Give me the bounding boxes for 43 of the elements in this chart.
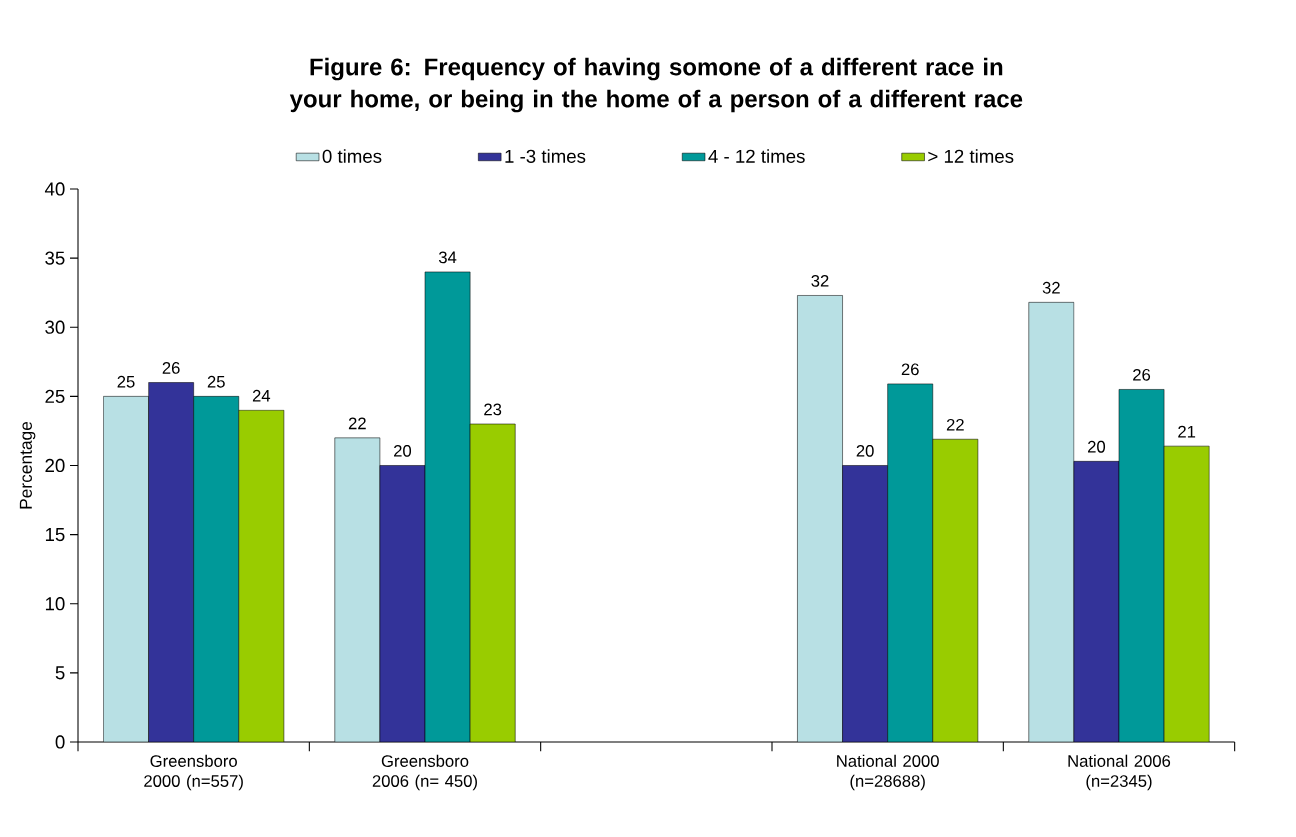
data-label: 22 bbox=[946, 418, 964, 431]
data-label: 20 bbox=[394, 444, 412, 457]
bar bbox=[148, 382, 194, 742]
x-tick-label: Greensboro 2006 (n= 450) bbox=[372, 754, 477, 791]
bar bbox=[887, 383, 934, 742]
data-label: 20 bbox=[856, 444, 874, 457]
chart-title: Figure 6: Frequency of having somone of a different race in your home, or being in the home of a person of a different race bbox=[289, 57, 1023, 113]
data-label: 25 bbox=[207, 375, 225, 388]
data-label: 26 bbox=[162, 362, 180, 374]
y-tick-label: 0 bbox=[55, 735, 65, 749]
y-axis-title: Percentage bbox=[19, 421, 36, 509]
y-tick-label: 35 bbox=[45, 251, 65, 265]
data-label: 21 bbox=[1178, 425, 1196, 438]
x-tick-label: National 2000 (n=28688) bbox=[837, 754, 939, 791]
bar bbox=[842, 465, 888, 742]
legend-label: 4 - 12 times bbox=[708, 149, 805, 163]
bar bbox=[379, 465, 426, 742]
y-tick-label: 30 bbox=[45, 320, 65, 334]
y-tick-label: 20 bbox=[45, 458, 65, 473]
data-label: 32 bbox=[1042, 281, 1060, 294]
bar bbox=[1073, 461, 1120, 742]
data-label: 26 bbox=[1133, 368, 1151, 381]
bar bbox=[193, 396, 240, 742]
data-label: 25 bbox=[117, 375, 135, 388]
data-label: 32 bbox=[811, 274, 829, 287]
y-tick-label: 5 bbox=[55, 666, 65, 680]
data-label: 26 bbox=[901, 363, 919, 376]
data-label: 22 bbox=[348, 417, 366, 430]
y-tick-label: 15 bbox=[45, 528, 65, 542]
legend-label: > 12 times bbox=[928, 149, 1014, 163]
legend-label: 1 -3 times bbox=[505, 149, 586, 163]
y-tick-label: 10 bbox=[45, 597, 65, 611]
data-label: 24 bbox=[252, 389, 271, 402]
x-tick-label: Greensboro 2000 (n=557) bbox=[144, 754, 243, 791]
data-label: 23 bbox=[484, 403, 502, 416]
data-label: 34 bbox=[438, 251, 457, 264]
x-tick-label: National 2006 (n=2345) bbox=[1068, 754, 1171, 791]
bar bbox=[424, 271, 471, 742]
y-tick-label: 40 bbox=[44, 182, 65, 196]
data-label: 20 bbox=[1088, 440, 1106, 453]
y-tick-label: 25 bbox=[45, 389, 65, 403]
bar bbox=[1118, 389, 1165, 742]
legend-label: 0 times bbox=[322, 149, 382, 163]
